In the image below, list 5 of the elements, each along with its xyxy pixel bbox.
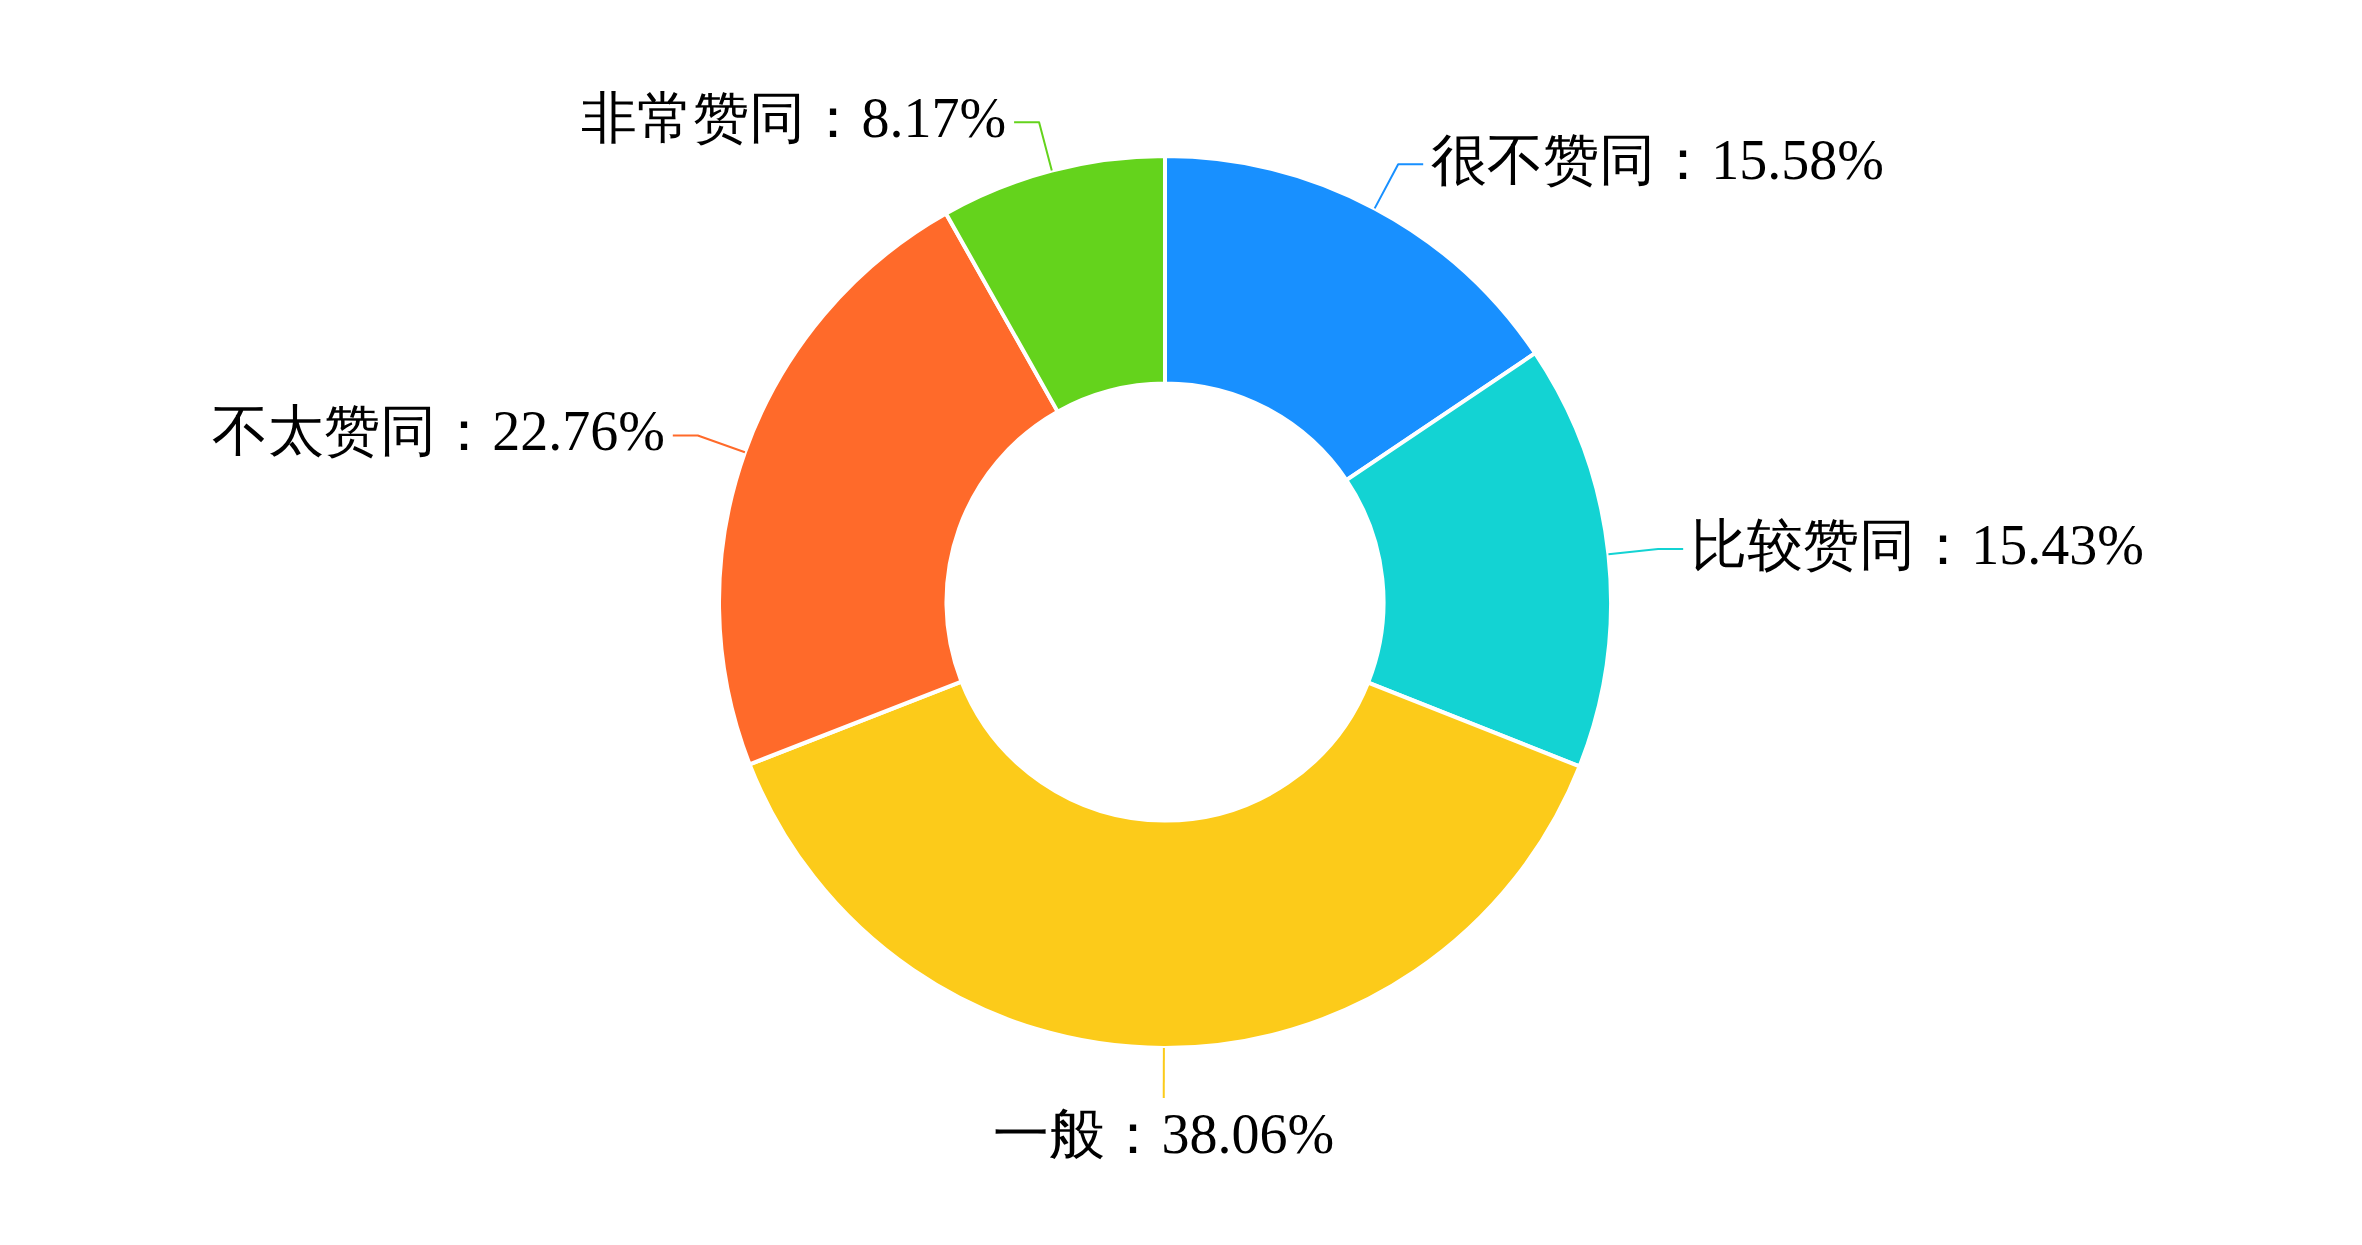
slice-label: 比较赞同：15.43% bbox=[1691, 513, 2144, 576]
slice-label: 非常赞同：8.17% bbox=[581, 86, 1007, 149]
slice-label: 不太赞同：22.76% bbox=[212, 400, 665, 463]
slice-label: 很不赞同：15.58% bbox=[1431, 128, 1884, 191]
slice-label: 一般：38.06% bbox=[993, 1102, 1335, 1165]
